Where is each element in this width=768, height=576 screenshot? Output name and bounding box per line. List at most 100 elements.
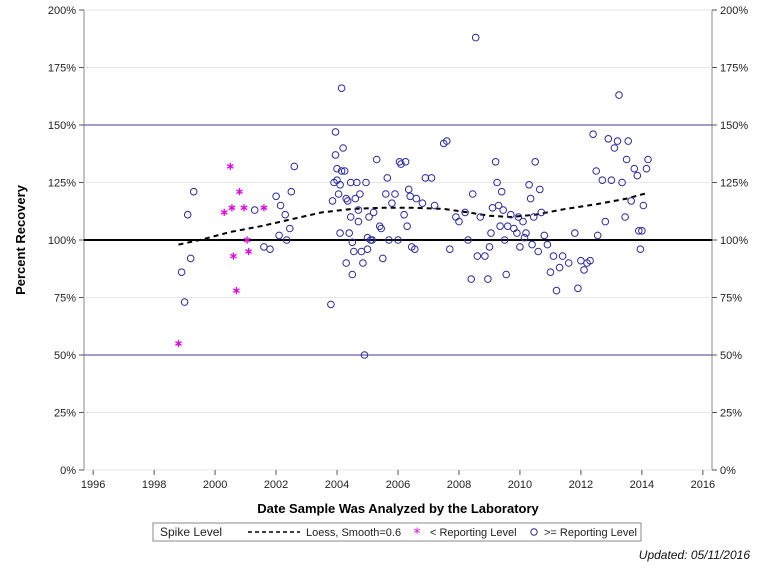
data-point-circle (528, 240, 536, 249)
data-point-circle (552, 286, 561, 295)
y-tick-label-right: 200% (720, 5, 748, 17)
data-point-circle (362, 178, 370, 187)
data-point-circle (546, 268, 555, 277)
data-point-circle (379, 254, 387, 263)
data-point-circle (328, 197, 337, 205)
y-tick-label-right: 100% (720, 235, 748, 247)
data-point-circle (627, 197, 636, 205)
data-point-circle (354, 206, 363, 214)
x-tick-label: 2016 (691, 479, 715, 491)
data-point-circle (621, 213, 629, 221)
y-tick-label-left: 200% (48, 5, 76, 17)
data-point-circle (395, 158, 404, 166)
data-point-circle (549, 252, 558, 260)
data-point-circle (522, 229, 530, 237)
data-point-circle (574, 284, 582, 293)
data-point-circle (369, 208, 378, 217)
y-tick-label-left: 125% (48, 178, 76, 190)
legend: Spike Level Loess, Smooth=0.6 * < Report… (152, 522, 642, 542)
data-point-circle (351, 194, 360, 203)
data-point-circle (354, 217, 363, 226)
legend-star-label: < Reporting Level (430, 527, 517, 539)
data-point-circle (412, 194, 421, 203)
data-point-circle (391, 190, 399, 198)
data-point-star (175, 339, 182, 348)
data-point-circle (333, 164, 341, 173)
data-point-circle (639, 201, 648, 210)
data-point-circle (630, 164, 639, 173)
data-point-circle (353, 178, 361, 187)
data-point-circle (485, 243, 494, 251)
x-tick-label: 1998 (142, 479, 166, 491)
y-tick-label-left: 150% (48, 120, 76, 132)
data-point-circle (266, 245, 274, 253)
data-point-circle (290, 162, 299, 171)
data-point-circle (368, 236, 376, 244)
y-tick-label-left: 175% (48, 63, 76, 75)
data-point-circle (642, 164, 651, 173)
data-point-star (232, 287, 240, 295)
data-point-circle (481, 252, 489, 260)
data-point-circle (484, 275, 492, 283)
data-point-circle (186, 254, 195, 263)
data-point-circle (348, 238, 357, 247)
data-point-circle (540, 231, 549, 240)
data-point-circle (339, 144, 347, 152)
data-point-star (229, 252, 237, 260)
data-point-circle (622, 155, 631, 164)
data-point-circle (491, 158, 500, 166)
data-point-circle (334, 190, 343, 198)
data-point-star (245, 247, 253, 256)
data-point-star (243, 236, 251, 244)
data-point-circle (331, 128, 340, 136)
data-point-circle (514, 213, 523, 221)
data-point-circle (461, 208, 469, 217)
data-point-circle (336, 229, 344, 237)
data-point-circle (383, 174, 392, 182)
data-point-circle (342, 259, 351, 267)
y-tick-label-right: 150% (720, 120, 748, 132)
data-point-circle (467, 275, 476, 283)
data-point-circle (418, 199, 427, 207)
data-point-circle (519, 217, 527, 226)
data-point-circle (397, 160, 405, 168)
data-point-circle (500, 236, 509, 244)
y-axis-title: Percent Recovery (13, 184, 28, 295)
data-point-star (240, 204, 248, 212)
data-point-circle (502, 270, 511, 279)
data-point-circle (615, 91, 623, 99)
data-point-circle (345, 229, 354, 237)
data-point-circle (476, 213, 485, 221)
data-point-circle (400, 210, 408, 219)
y-tick-label-right: 25% (720, 408, 742, 420)
data-point-circle (177, 268, 186, 277)
data-point-circle (346, 213, 355, 221)
data-point-circle (404, 185, 413, 194)
data-point-circle (513, 229, 521, 237)
x-tick-label: 2000 (203, 479, 227, 491)
data-point-circle (336, 181, 344, 189)
data-point-circle (468, 190, 477, 198)
y-tick-label-right: 175% (720, 63, 748, 75)
data-point-circle (598, 176, 607, 184)
data-point-circle (350, 247, 358, 256)
data-point-circle (537, 208, 546, 217)
data-point-circle (372, 155, 381, 164)
data-point-circle (443, 137, 451, 145)
data-point-circle (385, 236, 393, 244)
data-point-circle (388, 199, 396, 207)
legend-loess-label: Loess, Smooth=0.6 (306, 527, 401, 539)
data-point-circle (610, 144, 619, 152)
data-point-circle (507, 210, 515, 219)
data-point-circle (359, 259, 367, 267)
data-point-circle (601, 217, 610, 226)
reference-lines (84, 124, 712, 356)
y-tick-label-right: 50% (720, 350, 742, 362)
data-point-circle (593, 231, 602, 240)
data-point-circle (471, 33, 480, 42)
data-point-star (228, 204, 236, 212)
data-point-circle (337, 84, 346, 92)
legend-circle-symbol (530, 528, 538, 536)
data-point-circle (624, 137, 633, 145)
